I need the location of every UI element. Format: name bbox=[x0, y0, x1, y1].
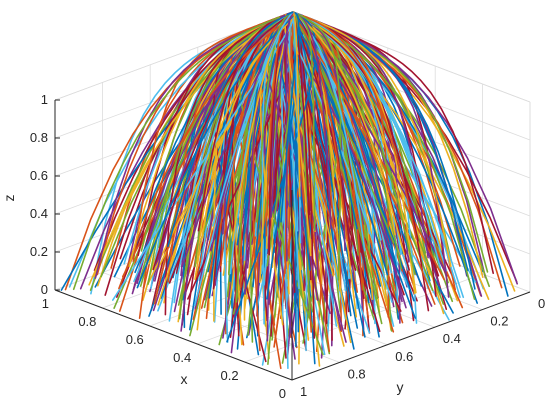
z-tick-label: 0.2 bbox=[30, 244, 48, 259]
labels-layer: x y z 0 0 0 0.2 0.2 0.2 0.4 0.4 0.4 0.6 0.6 0.6 0.8 0… bbox=[1, 92, 545, 401]
y-tick-label: 0.8 bbox=[348, 366, 366, 381]
y-tick-label: 0.2 bbox=[490, 314, 508, 329]
x-tick-label: 0.8 bbox=[78, 314, 96, 329]
trajectories-layer bbox=[60, 11, 518, 370]
grid-line bbox=[102, 272, 340, 363]
y-tick-label: 0 bbox=[538, 296, 545, 311]
x-tick-label: 0.4 bbox=[173, 350, 191, 365]
y-tick-label: 1 bbox=[300, 384, 307, 399]
y-tick-label: 0.6 bbox=[395, 349, 413, 364]
trajectory-line bbox=[72, 16, 280, 291]
z-tick-label: 1 bbox=[41, 92, 48, 107]
axis-line bbox=[54, 289, 293, 381]
y-axis-label: y bbox=[397, 379, 404, 395]
x-tick-label: 0.6 bbox=[126, 332, 144, 347]
y-tick-label: 0.4 bbox=[443, 331, 461, 346]
x-tick-label: 1 bbox=[42, 296, 49, 311]
z-axis-label: z bbox=[1, 195, 17, 202]
x-tick-label: 0.2 bbox=[221, 368, 239, 383]
x-tick-label: 0 bbox=[279, 386, 286, 401]
z-tick-label: 0.8 bbox=[30, 130, 48, 145]
z-tick-label: 0 bbox=[41, 282, 48, 297]
x-axis-label: x bbox=[181, 371, 188, 387]
z-tick-label: 0.4 bbox=[30, 206, 48, 221]
axis-line bbox=[291, 291, 531, 381]
z-tick-label: 0.6 bbox=[30, 168, 48, 183]
trajectory-line bbox=[297, 13, 342, 281]
axes-box-layer bbox=[54, 99, 531, 381]
trajectory-line bbox=[302, 15, 417, 240]
trajectory-line bbox=[280, 12, 300, 223]
